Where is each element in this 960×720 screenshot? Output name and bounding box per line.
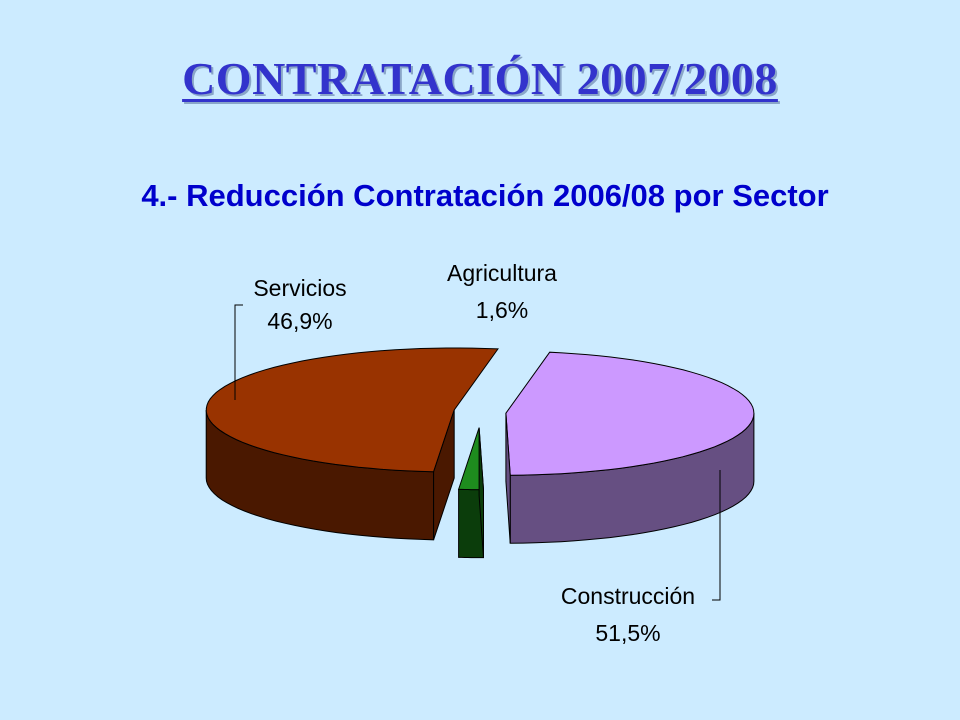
chart-title: 4.- Reducción Contratación 2006/08 por S… (141, 178, 828, 213)
slice-servicios-face (505, 413, 511, 544)
leader-line-servicios (234, 304, 243, 400)
label-servicios-value: 46,9% (267, 308, 332, 334)
label-construccion-value: 51,5% (595, 620, 660, 646)
leader-line-construccion (712, 470, 721, 601)
slice-servicios-top (505, 351, 755, 476)
pie-slice-construccion (205, 347, 499, 541)
label-agricultura-name: Agricultura (447, 260, 557, 286)
slice-construccion-face (433, 409, 455, 540)
slice-construccion-top (205, 347, 499, 473)
pie-slice-servicios (505, 351, 755, 544)
label-agricultura-value: 1,6% (476, 297, 528, 323)
pie-slice-agricultura (457, 427, 485, 559)
label-construccion-name: Construcción (561, 583, 695, 609)
slide-title: CONTRATACIÓN 2007/2008 (182, 53, 778, 104)
slice-agricultura-face (478, 427, 484, 558)
label-servicios-name: Servicios (253, 275, 346, 301)
